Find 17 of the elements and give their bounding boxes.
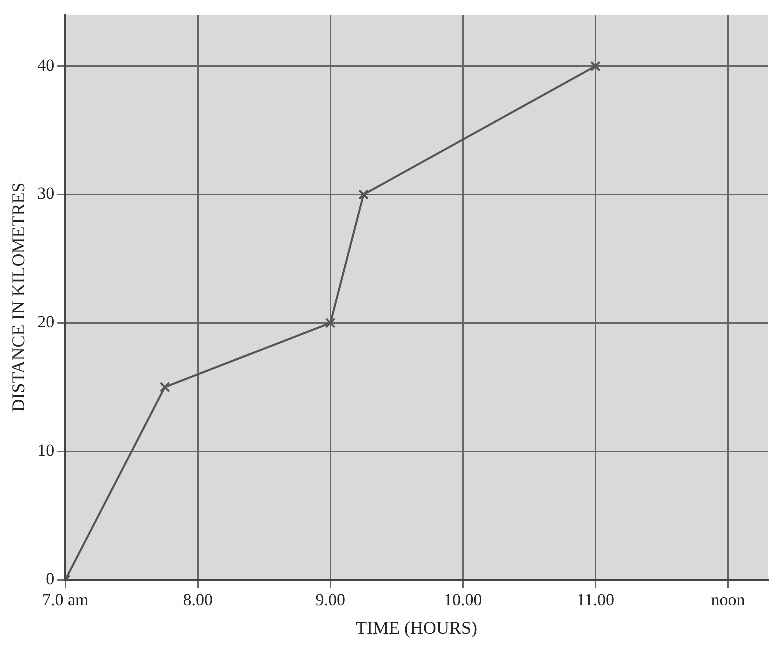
y-axis-title: DISTANCE IN KILOMETRES bbox=[8, 182, 29, 412]
y-tick-label: 20 bbox=[38, 312, 55, 332]
x-axis-title: TIME (HOURS) bbox=[356, 618, 478, 638]
x-tick-label: 9.00 bbox=[316, 590, 346, 610]
x-tick-label: 7.0 am bbox=[42, 590, 89, 610]
x-tick-label: 10.00 bbox=[444, 590, 482, 610]
point bbox=[590, 61, 601, 72]
y-tick-label: 0 bbox=[46, 569, 55, 588]
y-tick-label: 30 bbox=[38, 184, 55, 204]
point bbox=[325, 318, 336, 328]
x-tick-label: 8.00 bbox=[183, 590, 214, 610]
point bbox=[358, 190, 370, 200]
y-tick-label: 10 bbox=[38, 441, 55, 460]
x-tick-label: noon bbox=[711, 590, 746, 610]
x-tick-label: 11.00 bbox=[576, 590, 615, 610]
y-tick-label: 40 bbox=[38, 56, 55, 75]
point bbox=[160, 382, 170, 393]
